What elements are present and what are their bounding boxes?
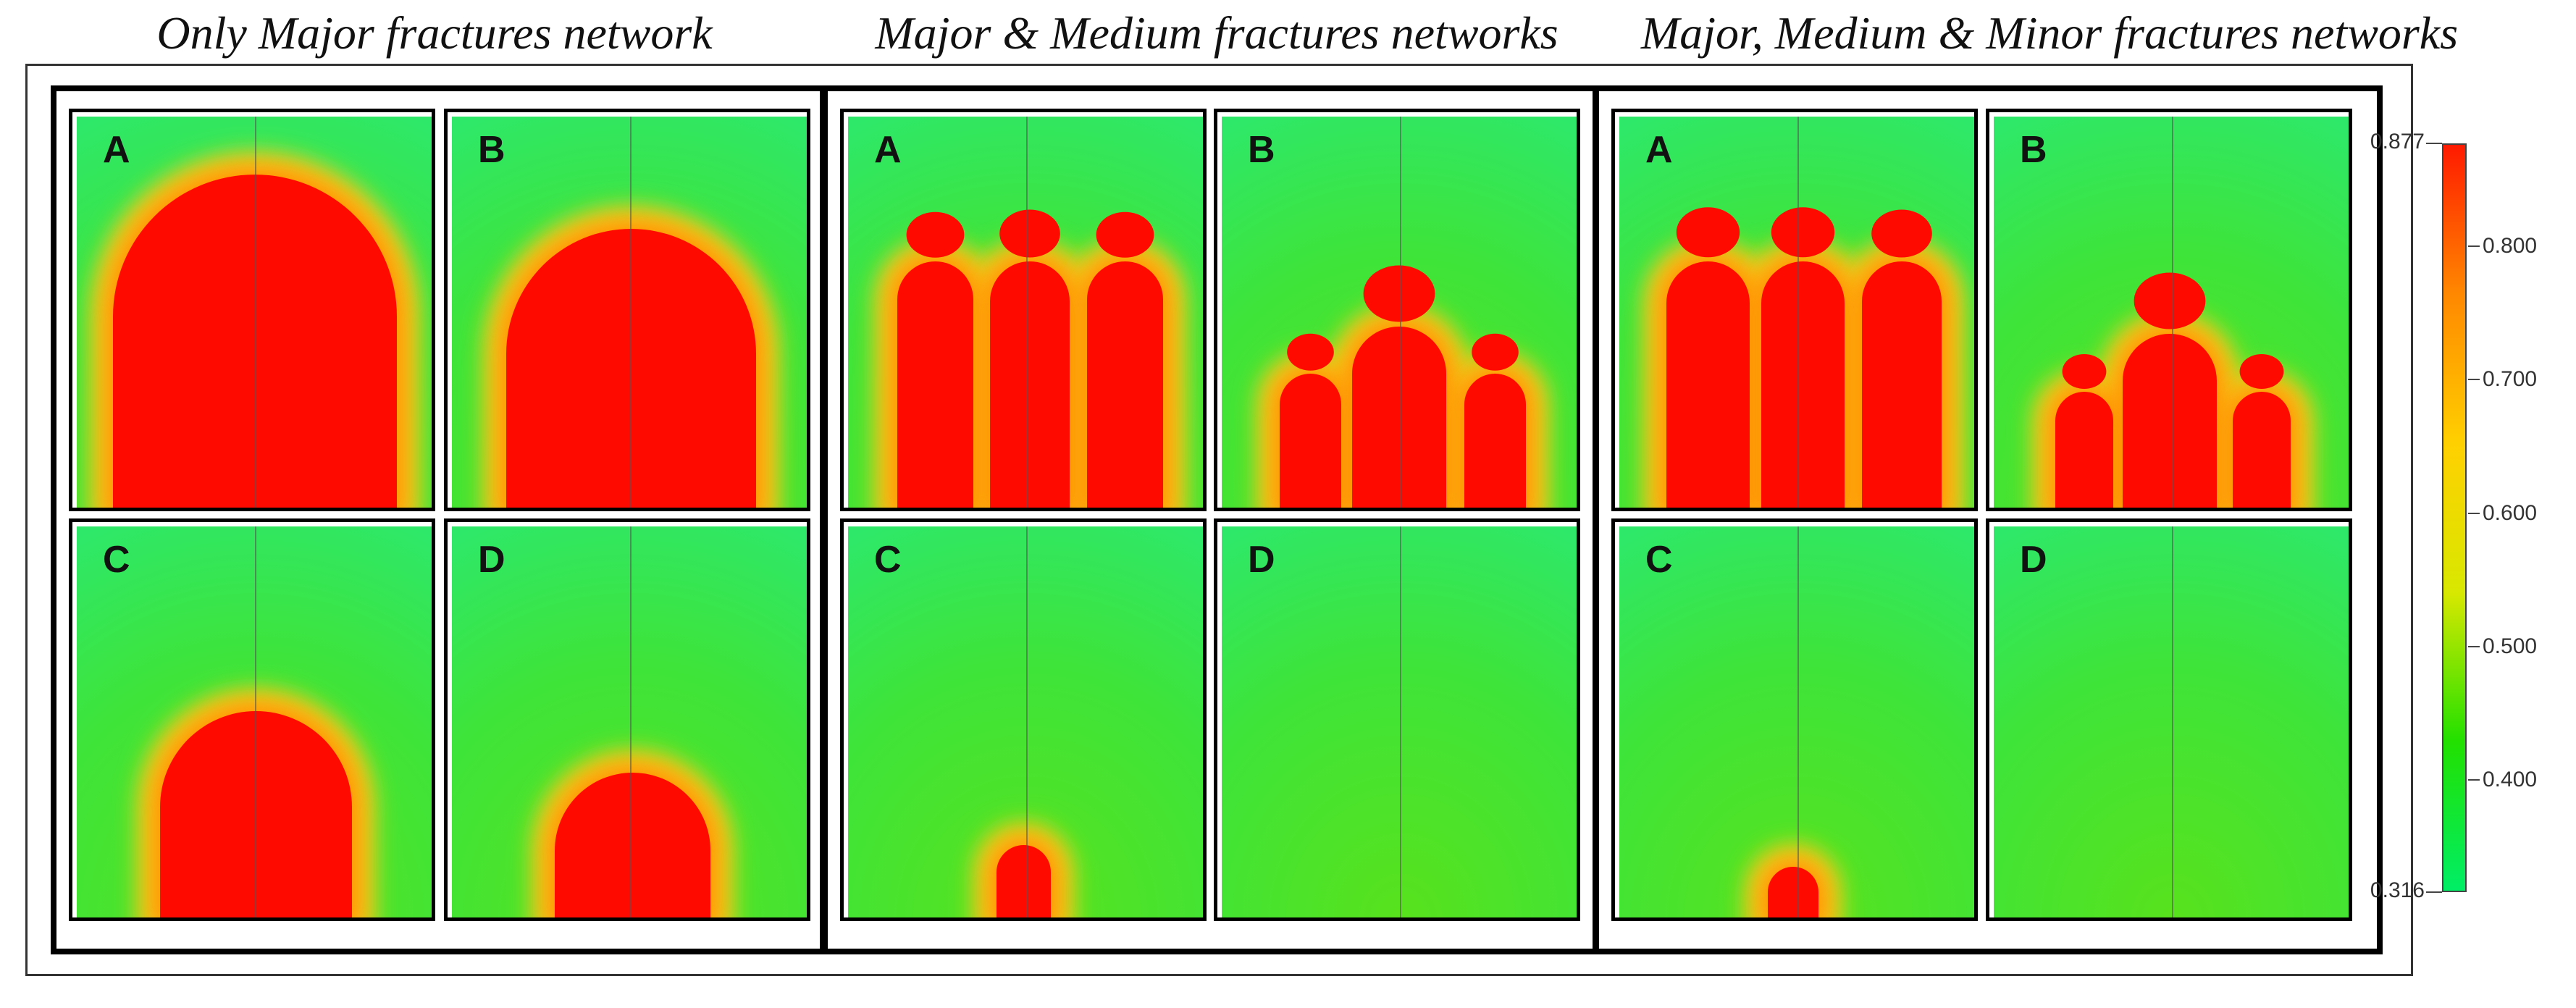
saturated-cap bbox=[999, 209, 1060, 258]
panel-letter: C bbox=[874, 539, 902, 581]
colorbar-tick bbox=[2468, 512, 2480, 514]
saturated-cap bbox=[1771, 207, 1835, 258]
field-plot bbox=[452, 526, 807, 917]
saturated-zone bbox=[990, 261, 1070, 508]
field-plot bbox=[1994, 117, 2349, 508]
field-plot bbox=[77, 526, 432, 917]
colorbar-tick bbox=[2468, 645, 2480, 647]
saturated-cap bbox=[2062, 354, 2107, 389]
saturated-zone bbox=[2233, 392, 2291, 508]
saturated-zone bbox=[1352, 327, 1446, 508]
colorbar-tick-label: 0.600 bbox=[2483, 500, 2538, 525]
panel-g3-a: A bbox=[1611, 109, 1978, 511]
panel-g2-c: C bbox=[840, 518, 1207, 921]
saturated-cap bbox=[1676, 207, 1740, 258]
colorbar-tick bbox=[2468, 779, 2480, 781]
panel-letter: A bbox=[103, 129, 130, 171]
panel-g1-a: A bbox=[69, 109, 435, 511]
saturated-cap bbox=[1096, 211, 1154, 258]
panel-letter: A bbox=[874, 129, 902, 171]
colorbar bbox=[2442, 143, 2467, 892]
saturated-zone bbox=[1280, 374, 1341, 508]
saturated-zone bbox=[1761, 261, 1845, 508]
group-major-medium-minor bbox=[1593, 85, 2383, 954]
panel-g2-b: B bbox=[1214, 109, 1580, 511]
saturated-cap bbox=[906, 211, 965, 258]
field-background bbox=[1222, 526, 1577, 917]
panel-g3-d: D bbox=[1986, 518, 2352, 921]
colorbar-tick-label: 0.700 bbox=[2483, 367, 2538, 392]
field-plot bbox=[452, 117, 807, 508]
saturated-zone bbox=[2055, 392, 2113, 508]
panel-g3-b: B bbox=[1986, 109, 2352, 511]
colorbar-end-tick bbox=[2426, 891, 2442, 893]
saturated-zone bbox=[997, 845, 1051, 917]
saturated-cap bbox=[1871, 209, 1932, 258]
saturated-zone bbox=[1862, 261, 1942, 508]
field-plot bbox=[1619, 117, 1974, 508]
panel-letter: D bbox=[478, 539, 505, 581]
panel-g2-d: D bbox=[1214, 518, 1580, 921]
saturated-zone bbox=[1666, 261, 1750, 508]
panel-g2-a: A bbox=[840, 109, 1207, 511]
panel-letter: B bbox=[1248, 129, 1275, 171]
saturated-zone bbox=[1087, 261, 1163, 508]
figure-frame bbox=[25, 64, 2413, 976]
field-background bbox=[1994, 526, 2349, 917]
saturated-cap bbox=[1472, 333, 1519, 371]
panel-letter: C bbox=[103, 539, 130, 581]
saturated-cap bbox=[1287, 333, 1334, 371]
panel-g1-b: B bbox=[444, 109, 810, 511]
saturated-zone bbox=[897, 261, 973, 508]
field-plot bbox=[1619, 526, 1974, 917]
colorbar-min-label: 0.316 bbox=[2370, 878, 2425, 902]
field-plot bbox=[848, 526, 1203, 917]
field-plot bbox=[1994, 526, 2349, 917]
saturated-cap bbox=[1363, 265, 1435, 322]
colorbar-end-tick bbox=[2426, 143, 2442, 144]
field-plot bbox=[1222, 117, 1577, 508]
colorbar-tick bbox=[2468, 245, 2480, 247]
panel-g1-c: C bbox=[69, 518, 435, 921]
group-title-major-medium: Major & Medium fractures networks bbox=[875, 7, 1558, 59]
panel-letter: C bbox=[1645, 539, 1673, 581]
saturated-zone bbox=[2123, 334, 2217, 508]
panel-letter: B bbox=[2020, 129, 2047, 171]
saturated-zone bbox=[1464, 374, 1526, 508]
panel-g3-c: C bbox=[1611, 518, 1978, 921]
panel-letter: D bbox=[2020, 539, 2047, 581]
panel-g1-d: D bbox=[444, 518, 810, 921]
field-plot bbox=[848, 117, 1203, 508]
colorbar-max-label: 0.877 bbox=[2370, 130, 2425, 154]
saturated-cap bbox=[2239, 354, 2284, 389]
saturated-zone bbox=[1768, 867, 1818, 917]
panel-letter: D bbox=[1248, 539, 1275, 581]
colorbar-tick-label: 0.500 bbox=[2483, 634, 2538, 658]
panel-letter: A bbox=[1645, 129, 1673, 171]
panel-letter: B bbox=[478, 129, 505, 171]
saturated-cap bbox=[2134, 272, 2206, 329]
saturated-zone bbox=[555, 773, 710, 917]
colorbar-tick-label: 0.400 bbox=[2483, 768, 2538, 792]
field-plot bbox=[1222, 526, 1577, 917]
field-plot bbox=[77, 117, 432, 508]
colorbar-tick bbox=[2468, 379, 2480, 381]
group-title-major: Only Major fractures network bbox=[156, 7, 713, 59]
colorbar-tick-label: 0.800 bbox=[2483, 233, 2538, 258]
group-title-major-medium-minor: Major, Medium & Minor fractures networks bbox=[1640, 7, 2459, 59]
